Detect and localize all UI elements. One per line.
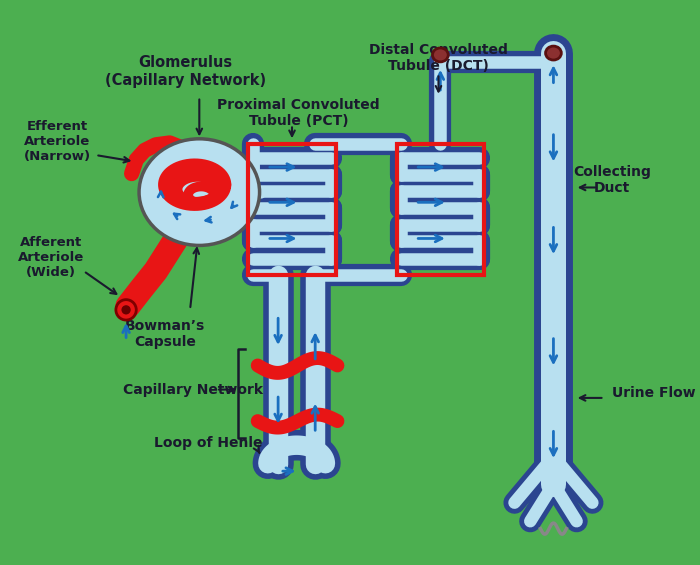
Text: Efferent
Arteriole
(Narrow): Efferent Arteriole (Narrow) [24, 120, 91, 163]
Text: Urine Flow: Urine Flow [612, 386, 696, 400]
Ellipse shape [433, 48, 448, 62]
Text: Bowman’s
Capsule: Bowman’s Capsule [125, 319, 205, 349]
Circle shape [121, 305, 131, 315]
Ellipse shape [139, 139, 260, 245]
Text: Capillary Network: Capillary Network [122, 383, 262, 397]
Text: Glomerulus
(Capillary Network): Glomerulus (Capillary Network) [105, 55, 266, 88]
Text: Distal Convoluted
Tubule (DCT): Distal Convoluted Tubule (DCT) [369, 42, 508, 73]
Circle shape [116, 299, 136, 320]
Ellipse shape [545, 46, 561, 60]
Text: Loop of Henle: Loop of Henle [154, 436, 262, 450]
Text: Collecting
Duct: Collecting Duct [573, 165, 651, 195]
Text: Afferent
Arteriole
(Wide): Afferent Arteriole (Wide) [18, 236, 84, 279]
Text: Proximal Convoluted
Tubule (PCT): Proximal Convoluted Tubule (PCT) [217, 98, 380, 128]
